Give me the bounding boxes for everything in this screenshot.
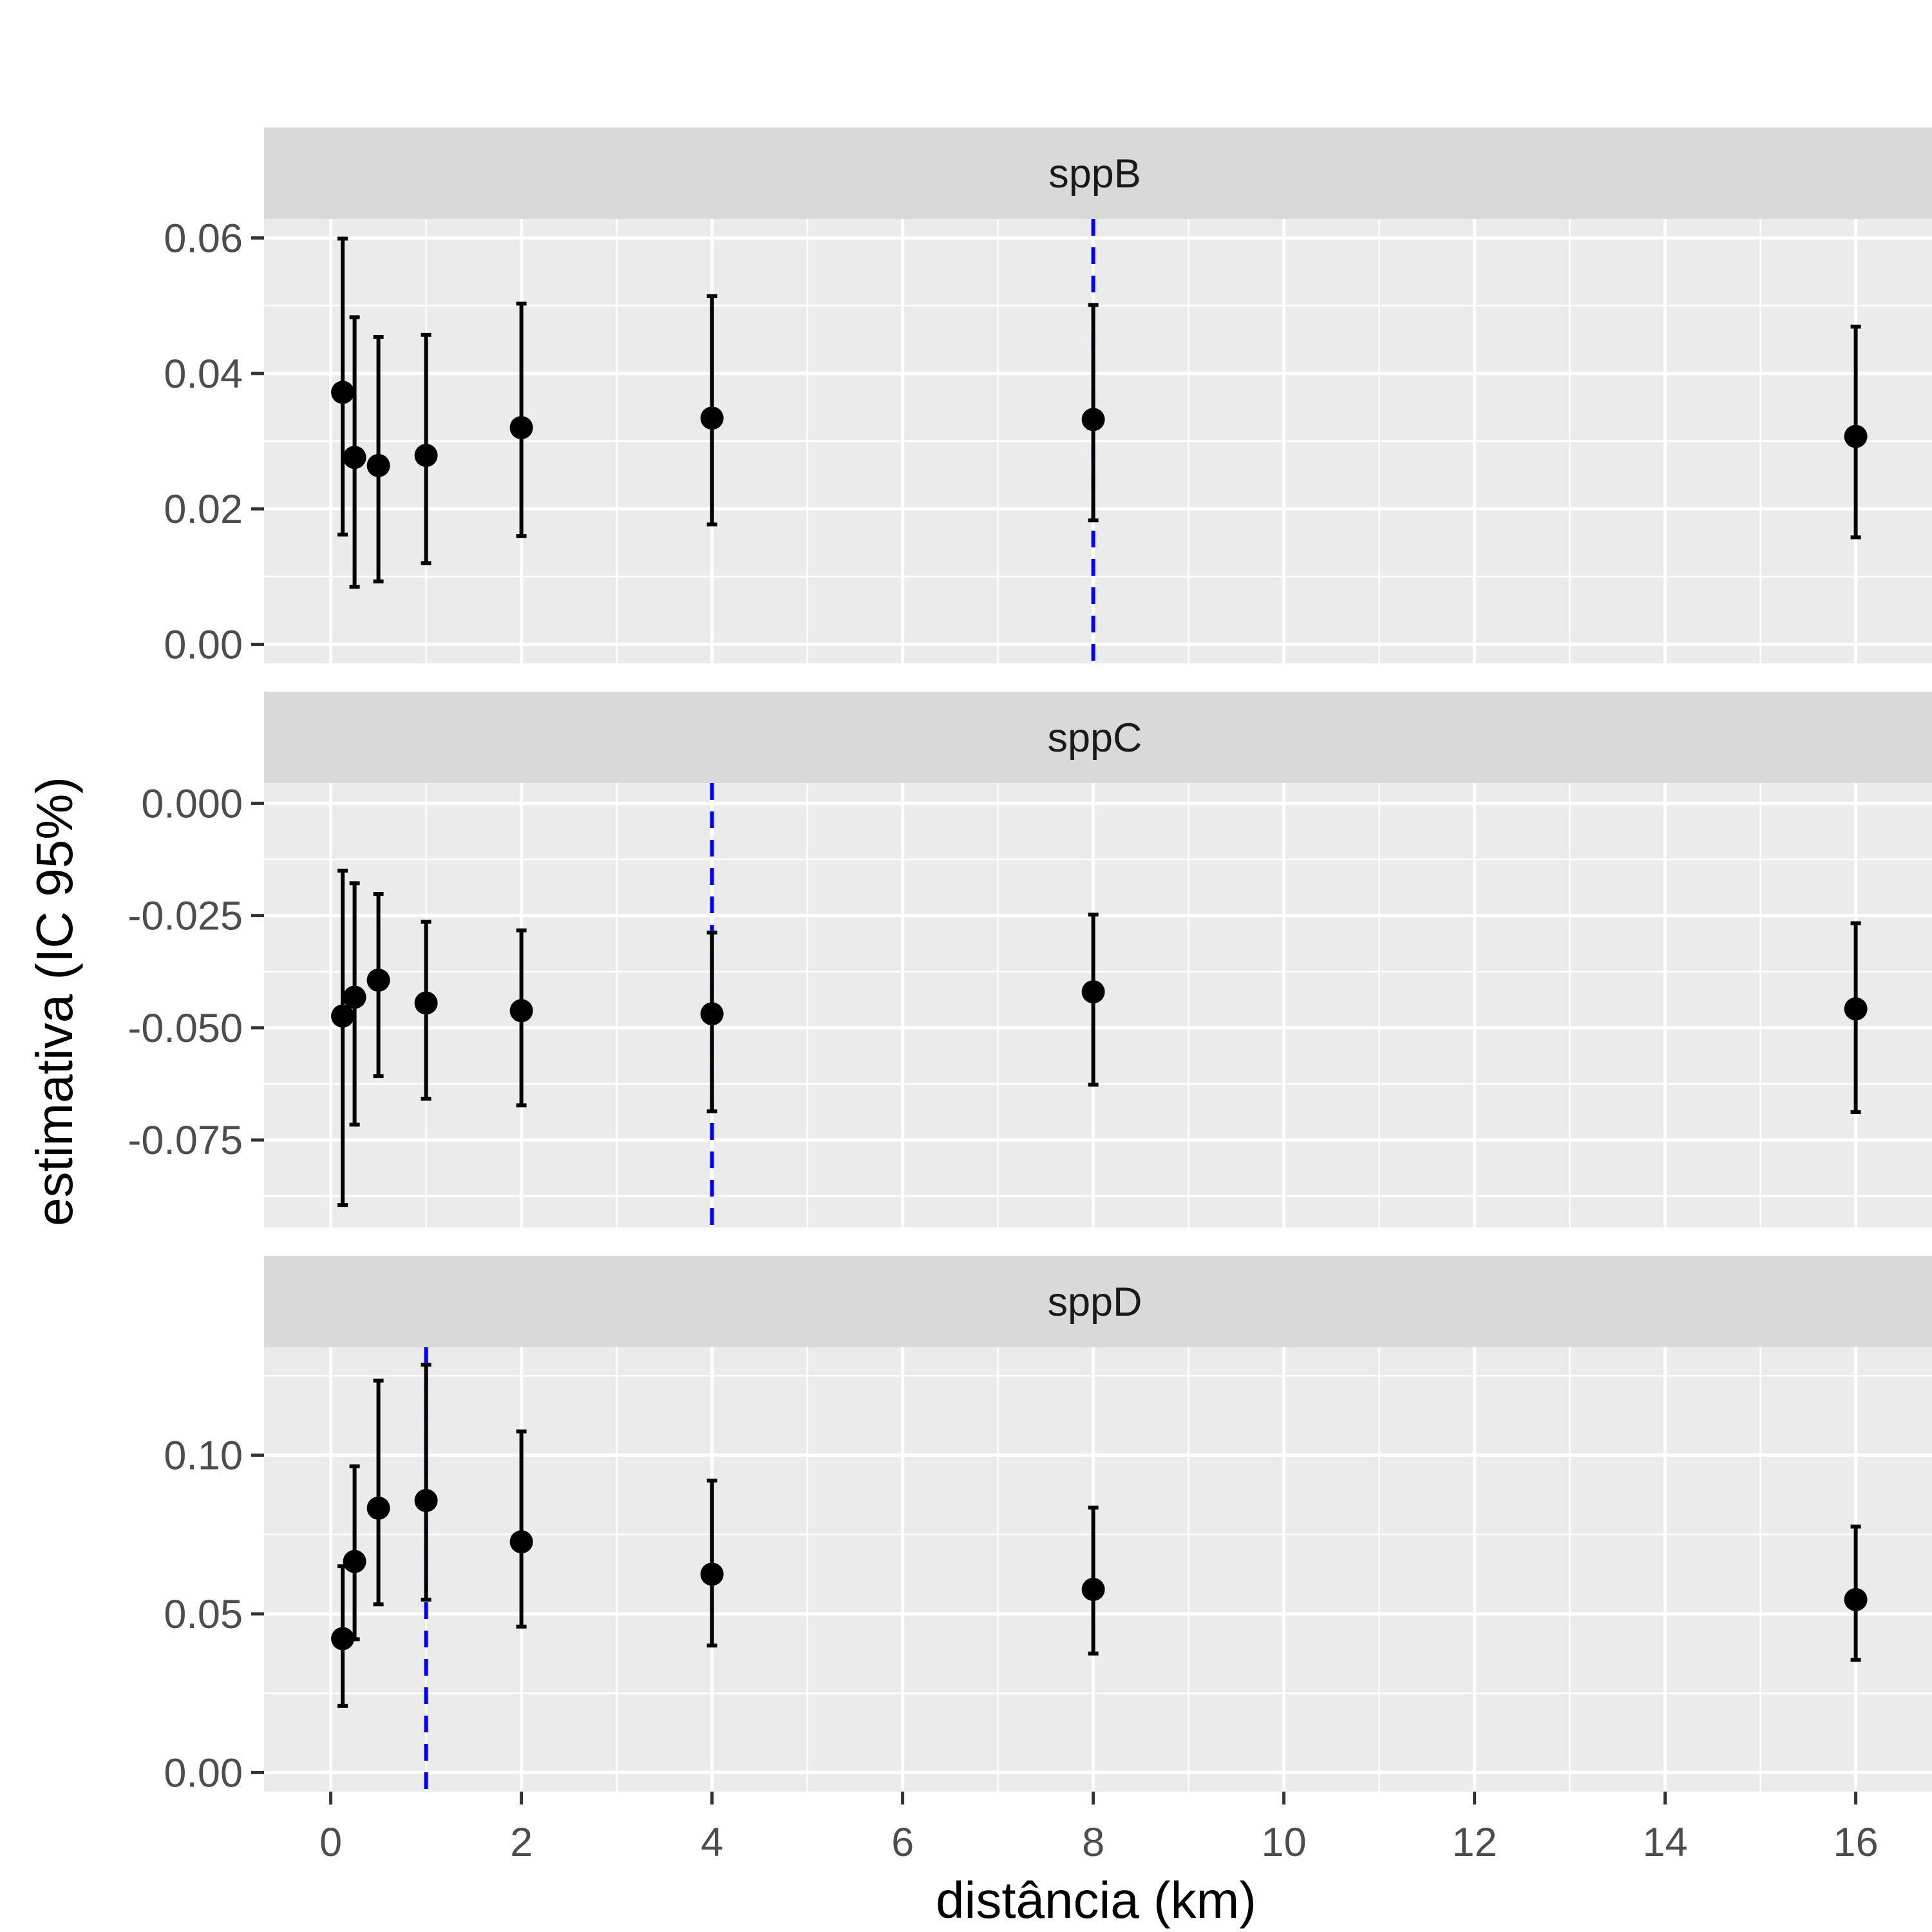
- panel-sppD: sppD 0.10 0.05 0.00: [164, 1256, 1932, 1795]
- x-axis-title: distância (km): [936, 1871, 1256, 1929]
- estimate-point: [1844, 424, 1868, 448]
- estimate-point: [414, 444, 438, 468]
- estimate-2km: [509, 301, 533, 538]
- estimate-4km: [700, 294, 724, 527]
- estimate-8km: [1081, 303, 1105, 523]
- x-tick-label: 2: [510, 1820, 533, 1865]
- panels-layer: sppB 0.06 0.04 0.02 0.00 sppC 0.000 -0.025 -0.05…: [128, 128, 1932, 1795]
- y-tick-label: 0.05: [164, 1592, 243, 1637]
- estimate-4km: [700, 1479, 724, 1648]
- estimate-8km: [1081, 913, 1105, 1087]
- estimate-point: [331, 1004, 355, 1028]
- y-tick-label: 0.00: [164, 623, 243, 668]
- strip-label: sppB: [1048, 151, 1141, 196]
- strip-label: sppC: [1047, 715, 1142, 761]
- strip-label: sppD: [1047, 1280, 1142, 1325]
- estimate-16km: [1844, 1524, 1868, 1662]
- estimate-point: [1844, 997, 1868, 1021]
- estimate-point: [343, 1549, 366, 1573]
- x-tick-label: 16: [1833, 1820, 1879, 1865]
- estimate-0.5km: [366, 335, 390, 583]
- estimate-0.25km: [343, 881, 366, 1127]
- x-tick-label: 12: [1452, 1820, 1497, 1865]
- estimate-point: [1081, 980, 1105, 1004]
- y-axis-title: estimativa (IC 95%): [26, 777, 83, 1226]
- estimate-0.125km: [331, 236, 355, 537]
- y-tick-label: 0.000: [141, 781, 243, 826]
- x-tick-label: 8: [1082, 1820, 1104, 1865]
- y-tick-label: 0.10: [164, 1434, 243, 1479]
- estimate-16km: [1844, 921, 1868, 1114]
- x-axis: 0 2 4 6 8 10 12 14 16: [319, 1792, 1879, 1865]
- estimate-1km: [414, 1363, 438, 1602]
- estimate-2km: [509, 928, 533, 1108]
- estimate-0.5km: [366, 1378, 390, 1607]
- estimate-1km: [414, 332, 438, 565]
- estimate-point: [700, 1002, 724, 1026]
- estimate-point: [1844, 1587, 1868, 1611]
- estimate-0.25km: [343, 315, 366, 589]
- estimate-point: [343, 446, 366, 469]
- panel-background: [264, 783, 1932, 1227]
- estimate-point: [366, 968, 390, 992]
- y-tick-label: -0.050: [128, 1006, 243, 1051]
- estimate-point: [366, 1496, 390, 1520]
- y-tick-label: 0.00: [164, 1750, 243, 1795]
- estimate-point: [414, 1489, 438, 1513]
- y-tick-label: 0.06: [164, 216, 243, 261]
- strip-background: [264, 1256, 1932, 1347]
- estimate-point: [509, 415, 533, 439]
- y-tick-label: 0.02: [164, 487, 243, 532]
- estimate-point: [700, 406, 724, 430]
- estimate-0.125km: [331, 868, 355, 1208]
- estimate-0.25km: [343, 1464, 366, 1642]
- estimate-point: [1081, 1578, 1105, 1602]
- estimate-point: [331, 1627, 355, 1651]
- estimate-point: [366, 453, 390, 477]
- x-tick-label: 0: [319, 1820, 342, 1865]
- estimate-point: [414, 991, 438, 1015]
- estimate-point: [509, 999, 533, 1023]
- panel-sppC: sppC 0.000 -0.025 -0.050 -0.075: [128, 692, 1932, 1227]
- estimate-point: [700, 1562, 724, 1586]
- y-tick-label: 0.04: [164, 352, 243, 397]
- estimate-point: [331, 381, 355, 404]
- estimate-point: [1081, 408, 1105, 431]
- estimate-2km: [509, 1429, 533, 1629]
- strip-background: [264, 128, 1932, 219]
- x-tick-label: 6: [891, 1820, 914, 1865]
- estimate-8km: [1081, 1505, 1105, 1656]
- y-tick-label: -0.025: [128, 894, 243, 939]
- estimate-16km: [1844, 325, 1868, 540]
- x-tick-label: 4: [701, 1820, 723, 1865]
- x-tick-label: 14: [1643, 1820, 1688, 1865]
- estimate-point: [509, 1530, 533, 1554]
- x-tick-label: 10: [1262, 1820, 1307, 1865]
- panel-sppB: sppB 0.06 0.04 0.02 0.00: [164, 128, 1932, 668]
- estimate-0.5km: [366, 892, 390, 1079]
- estimate-point: [343, 985, 366, 1009]
- panel-background: [264, 1347, 1932, 1792]
- estimate-4km: [700, 931, 724, 1113]
- y-tick-label: -0.075: [128, 1118, 243, 1163]
- estimate-1km: [414, 920, 438, 1101]
- strip-background: [264, 692, 1932, 783]
